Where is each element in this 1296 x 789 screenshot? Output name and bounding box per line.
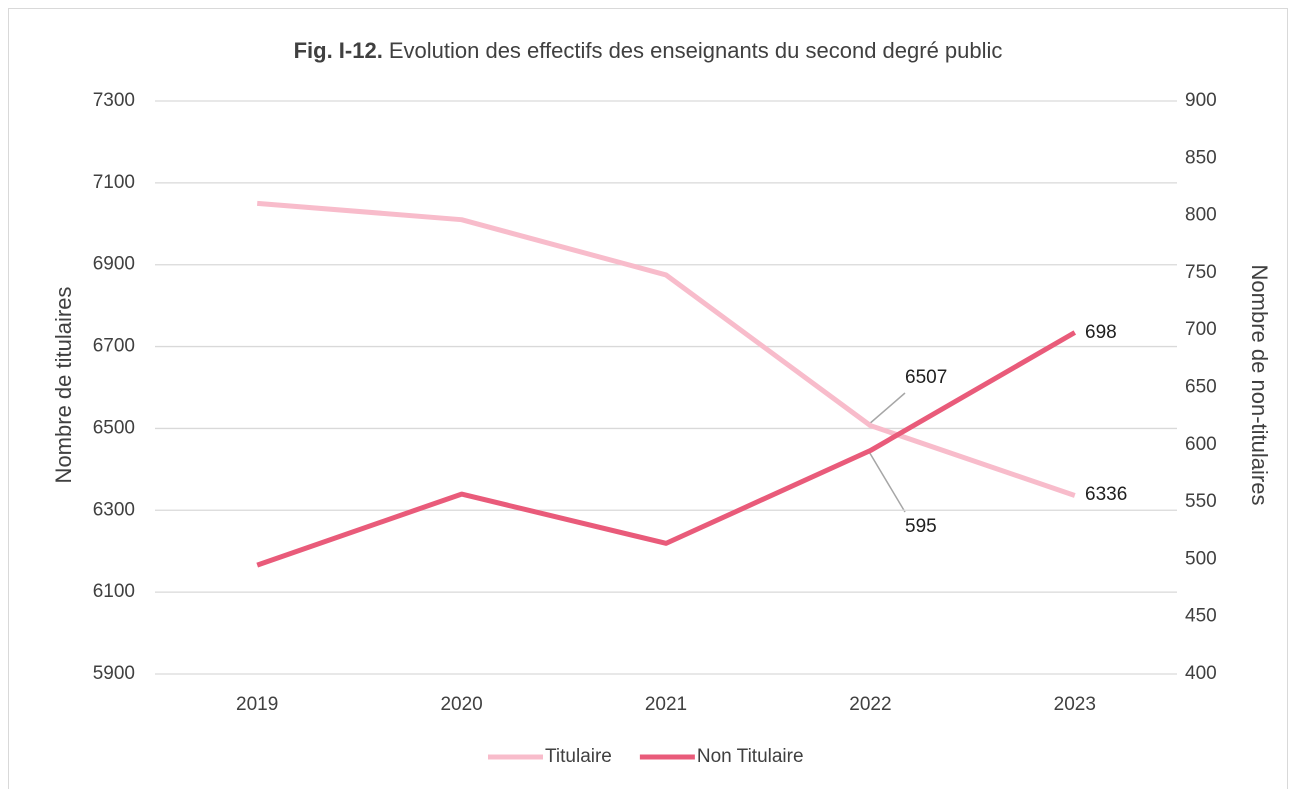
- x-tick-label: 2021: [645, 694, 687, 715]
- x-tick-label: 2023: [1054, 694, 1096, 715]
- y-tick-label: 6700: [93, 336, 135, 357]
- y2-axis-title: Nombre de non-titulaires: [1247, 265, 1272, 506]
- y2-tick-label: 400: [1185, 663, 1217, 684]
- leader-line: [867, 392, 906, 426]
- series-line: [256, 330, 1077, 568]
- y2-tick-label: 750: [1185, 262, 1217, 283]
- y2-tick-label: 600: [1185, 434, 1217, 455]
- y2-tick-label: 450: [1185, 606, 1217, 627]
- leader-line: [867, 449, 906, 513]
- y-tick-label: 6100: [93, 581, 135, 602]
- y2-tick-label: 700: [1185, 319, 1217, 340]
- x-tick-label: 2022: [849, 694, 891, 715]
- y-tick-label: 6900: [93, 254, 135, 275]
- y-tick-label: 6300: [93, 499, 135, 520]
- series-line: [257, 200, 1076, 498]
- y2-tick-label: 650: [1185, 377, 1217, 398]
- chart-frame: [8, 8, 1288, 789]
- y-axis-title: Nombre de titulaires: [51, 287, 76, 484]
- title-label: Fig. I-12.: [294, 38, 383, 63]
- legend-label: Non Titulaire: [697, 746, 804, 767]
- data-label: 6507: [905, 367, 947, 388]
- y-tick-label: 7300: [93, 90, 135, 111]
- y2-tick-label: 900: [1185, 90, 1217, 111]
- x-tick-label: 2020: [440, 694, 482, 715]
- y2-tick-label: 550: [1185, 491, 1217, 512]
- chart-title: Fig. I-12. Evolution des effectifs des en…: [294, 38, 1003, 63]
- y-tick-label: 5900: [93, 663, 135, 684]
- x-tick-label: 2019: [236, 694, 278, 715]
- y2-tick-label: 500: [1185, 548, 1217, 569]
- data-label: 595: [905, 516, 937, 537]
- y-tick-label: 6500: [93, 417, 135, 438]
- data-label: 6336: [1085, 484, 1127, 505]
- y2-tick-label: 850: [1185, 147, 1217, 168]
- y-tick-label: 7100: [93, 172, 135, 193]
- data-label: 698: [1085, 322, 1117, 343]
- y2-tick-label: 800: [1185, 205, 1217, 226]
- legend-label: Titulaire: [545, 746, 612, 767]
- title-text: Evolution des effectifs des enseignants …: [389, 38, 1003, 63]
